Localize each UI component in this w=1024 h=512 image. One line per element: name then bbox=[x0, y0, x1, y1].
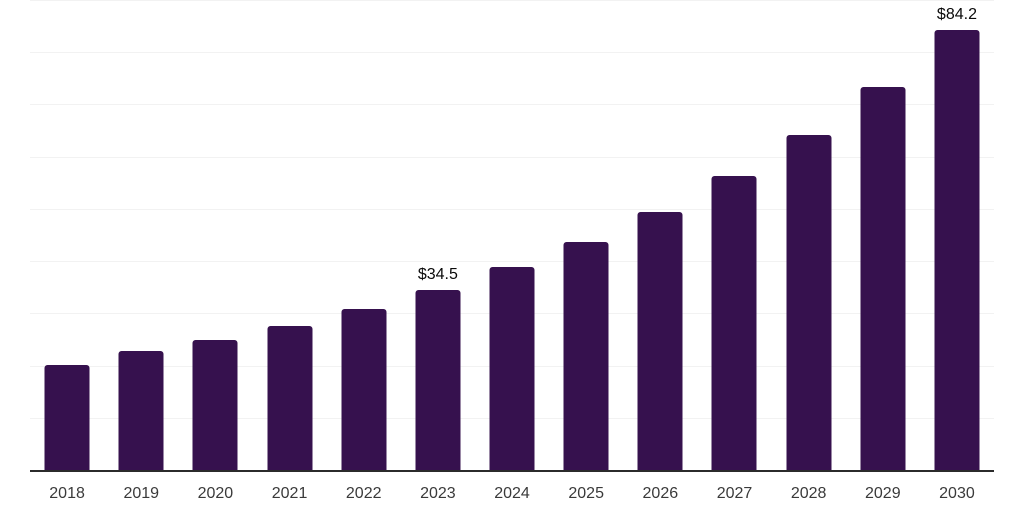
x-tick-label-2026: 2026 bbox=[642, 485, 679, 502]
bar-2020 bbox=[192, 339, 238, 470]
bar-group-2019 bbox=[104, 0, 178, 470]
x-tick-label-2027: 2027 bbox=[716, 485, 753, 502]
x-axis: 2018 2019 2020 2021 2022 2023 2024 2025 2026 2027… bbox=[30, 476, 994, 512]
x-tick-label-2025: 2025 bbox=[568, 485, 604, 502]
bar-2024 bbox=[489, 266, 535, 470]
bar-series: $34.5 $84.2 bbox=[30, 0, 994, 470]
bar-2027 bbox=[711, 176, 757, 470]
gridline bbox=[30, 261, 994, 263]
x-tick-label-2018: 2018 bbox=[49, 485, 85, 502]
bar-group-2024 bbox=[475, 0, 549, 470]
bar-2018 bbox=[44, 365, 90, 470]
plot-area: $34.5 $84.2 bbox=[30, 0, 994, 472]
x-tick-label-2020: 2020 bbox=[197, 485, 234, 502]
bar-group-2021 bbox=[252, 0, 326, 470]
bar-2028 bbox=[786, 134, 832, 470]
x-tick-label-2024: 2024 bbox=[494, 485, 530, 502]
data-label-2030: $84.2 bbox=[936, 6, 977, 24]
bar-group-2029 bbox=[846, 0, 920, 470]
x-tick-label-2019: 2019 bbox=[123, 485, 160, 502]
bar-group-2027 bbox=[697, 0, 771, 470]
x-tick-label-2029: 2029 bbox=[865, 485, 901, 502]
bar-2025 bbox=[563, 241, 609, 470]
bar-group-2018 bbox=[30, 0, 104, 470]
bar-group-2025 bbox=[549, 0, 623, 470]
bar-2029 bbox=[860, 86, 906, 470]
gridline bbox=[30, 104, 994, 106]
bar-2019 bbox=[118, 350, 164, 470]
bar-2021 bbox=[267, 325, 313, 470]
bar-group-2028 bbox=[772, 0, 846, 470]
x-tick-label-2021: 2021 bbox=[271, 485, 308, 502]
bar-group-2030: $84.2 bbox=[920, 0, 994, 470]
bar-group-2023: $34.5 bbox=[401, 0, 475, 470]
bar-2022 bbox=[341, 309, 387, 470]
bar-group-2026 bbox=[623, 0, 697, 470]
gridline bbox=[30, 0, 994, 1]
x-tick-label-2022: 2022 bbox=[345, 485, 382, 502]
gridline bbox=[30, 208, 994, 210]
bar-2030 bbox=[934, 30, 980, 470]
bar-group-2022 bbox=[327, 0, 401, 470]
gridline bbox=[30, 52, 994, 54]
x-tick-label-2028: 2028 bbox=[790, 485, 827, 502]
x-tick-label-2030: 2030 bbox=[939, 485, 975, 502]
x-tick-label-2023: 2023 bbox=[420, 485, 456, 502]
bar-2023 bbox=[415, 289, 461, 470]
bar-2026 bbox=[637, 211, 683, 470]
bar-group-2020 bbox=[178, 0, 252, 470]
gridline bbox=[30, 156, 994, 158]
data-label-2023: $34.5 bbox=[417, 265, 458, 283]
